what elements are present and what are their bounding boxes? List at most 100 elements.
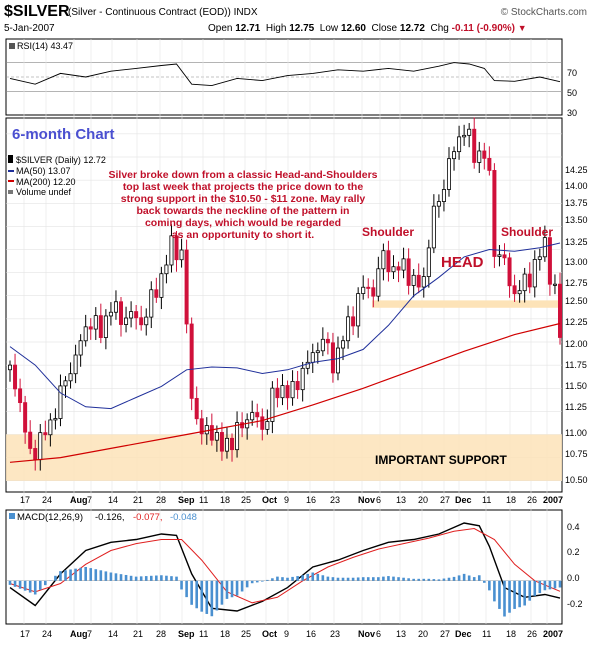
x-tick-label: 14	[108, 495, 118, 505]
candle-body	[285, 385, 290, 399]
candle-body	[376, 268, 381, 297]
label-right-shoulder: Shoulder	[501, 225, 553, 239]
histogram-bar	[331, 577, 335, 581]
ohlc-readout: Open 12.71 High 12.75 Low 12.60 Close 12…	[208, 23, 527, 34]
candle-body	[18, 388, 23, 404]
candle-body	[532, 259, 537, 288]
histogram-bar	[195, 580, 198, 609]
histogram-bar	[245, 580, 249, 588]
x-tick-label: Sep	[178, 629, 195, 639]
x-tick-label: Sep	[178, 495, 195, 505]
low-value: 12.60	[340, 23, 366, 34]
candle-body	[295, 381, 300, 391]
close-value: 12.72	[399, 23, 425, 34]
macd-panel	[5, 509, 563, 625]
x-tick-label: 11	[199, 629, 208, 639]
y-tick: 12.75	[565, 278, 588, 288]
x-tick-label: 28	[156, 629, 166, 639]
x-tick-label: 2007	[543, 629, 563, 639]
histogram-bar	[437, 579, 441, 581]
histogram-bar	[276, 576, 279, 581]
chg-value: -0.11 (-0.90%)	[451, 23, 515, 34]
support-zone	[6, 434, 562, 481]
histogram-bar	[69, 569, 72, 581]
histogram-bar	[402, 577, 405, 581]
candle-body	[179, 249, 184, 261]
label-left-shoulder: Shoulder	[362, 225, 414, 239]
histogram-bar	[361, 577, 365, 581]
histogram-bar	[543, 580, 547, 591]
histogram-bar	[296, 576, 299, 581]
x-tick-label: 27	[440, 629, 450, 639]
histogram-bar	[447, 577, 451, 581]
candle-body	[361, 286, 366, 294]
histogram-bar	[508, 580, 511, 613]
svg-text:RSI(14) 43.47: RSI(14) 43.47	[17, 41, 73, 51]
x-axis-labels-top: 17 24 Aug 7 14 21 28 Sep 11 18 25 Oct 9 16 23 Nov 6 13 20 2…	[20, 495, 563, 505]
x-tick-label: 18	[506, 495, 516, 505]
histogram-bar	[351, 577, 355, 581]
high-label: High	[265, 23, 287, 34]
candle-body	[335, 347, 340, 374]
open-label: Open	[208, 23, 233, 34]
candle-body	[396, 266, 401, 271]
x-tick-label: 25	[241, 629, 251, 639]
candle-body	[270, 387, 275, 422]
candle-body	[184, 249, 189, 325]
histogram-bar	[442, 578, 446, 581]
candle-body	[33, 448, 38, 461]
candle-body	[235, 422, 240, 451]
candle-body	[512, 285, 517, 295]
histogram-bar	[74, 568, 77, 581]
histogram-bar	[255, 580, 259, 583]
x-tick-label: 20	[418, 629, 428, 639]
chart-caption: 6-month Chart	[12, 126, 115, 143]
histogram-bar	[336, 577, 340, 581]
candle-body	[240, 422, 245, 429]
symbol-description: (Silver - Continuous Contract (EOD)) IND…	[68, 7, 258, 18]
y-tick: 12.00	[565, 339, 588, 349]
histogram-bar	[220, 580, 224, 605]
histogram-bar	[155, 575, 158, 581]
histogram-bar	[472, 577, 476, 581]
price-axis-ticks: 14.25 14.00 13.75 13.50 13.25 13.00 12.7…	[565, 165, 588, 485]
x-tick-label: Aug	[70, 495, 88, 505]
y-tick: 10.75	[565, 449, 588, 459]
candle-body	[452, 151, 457, 160]
x-tick-label: 2007	[543, 495, 563, 505]
candle-body	[103, 315, 108, 338]
histogram-bar	[260, 580, 264, 582]
candle-body	[315, 350, 320, 354]
candle-body	[88, 326, 93, 330]
candle-body	[467, 128, 472, 136]
candle-body	[552, 283, 557, 286]
candle-body	[7, 364, 12, 371]
commentary: Silver broke down from a classic Head-an…	[109, 169, 378, 241]
histogram-bar	[230, 580, 234, 598]
candle-body	[341, 340, 346, 349]
histogram-bar	[165, 575, 168, 581]
neckline-zone	[372, 300, 562, 308]
rsi-tick-30: 30	[567, 108, 577, 118]
candle-body	[260, 416, 265, 430]
histogram-bar	[488, 580, 491, 591]
candle-body	[351, 316, 356, 327]
x-tick-label: 7	[87, 495, 92, 505]
histogram-bar	[422, 578, 426, 581]
candle-body	[487, 157, 492, 171]
histogram-bar	[366, 577, 370, 581]
y-tick: 11.00	[565, 428, 587, 438]
histogram-bar	[23, 580, 27, 591]
candle-body	[43, 432, 48, 436]
candle-body	[457, 136, 462, 153]
zones	[6, 300, 562, 481]
histogram-bar	[311, 572, 315, 581]
histogram-bar	[316, 573, 320, 581]
histogram-bar	[170, 576, 173, 581]
x-tick-label: 14	[108, 629, 118, 639]
histogram-bar	[528, 580, 532, 601]
histogram-bar	[119, 574, 123, 581]
candle-body	[58, 385, 63, 419]
histogram-bar	[503, 580, 506, 617]
